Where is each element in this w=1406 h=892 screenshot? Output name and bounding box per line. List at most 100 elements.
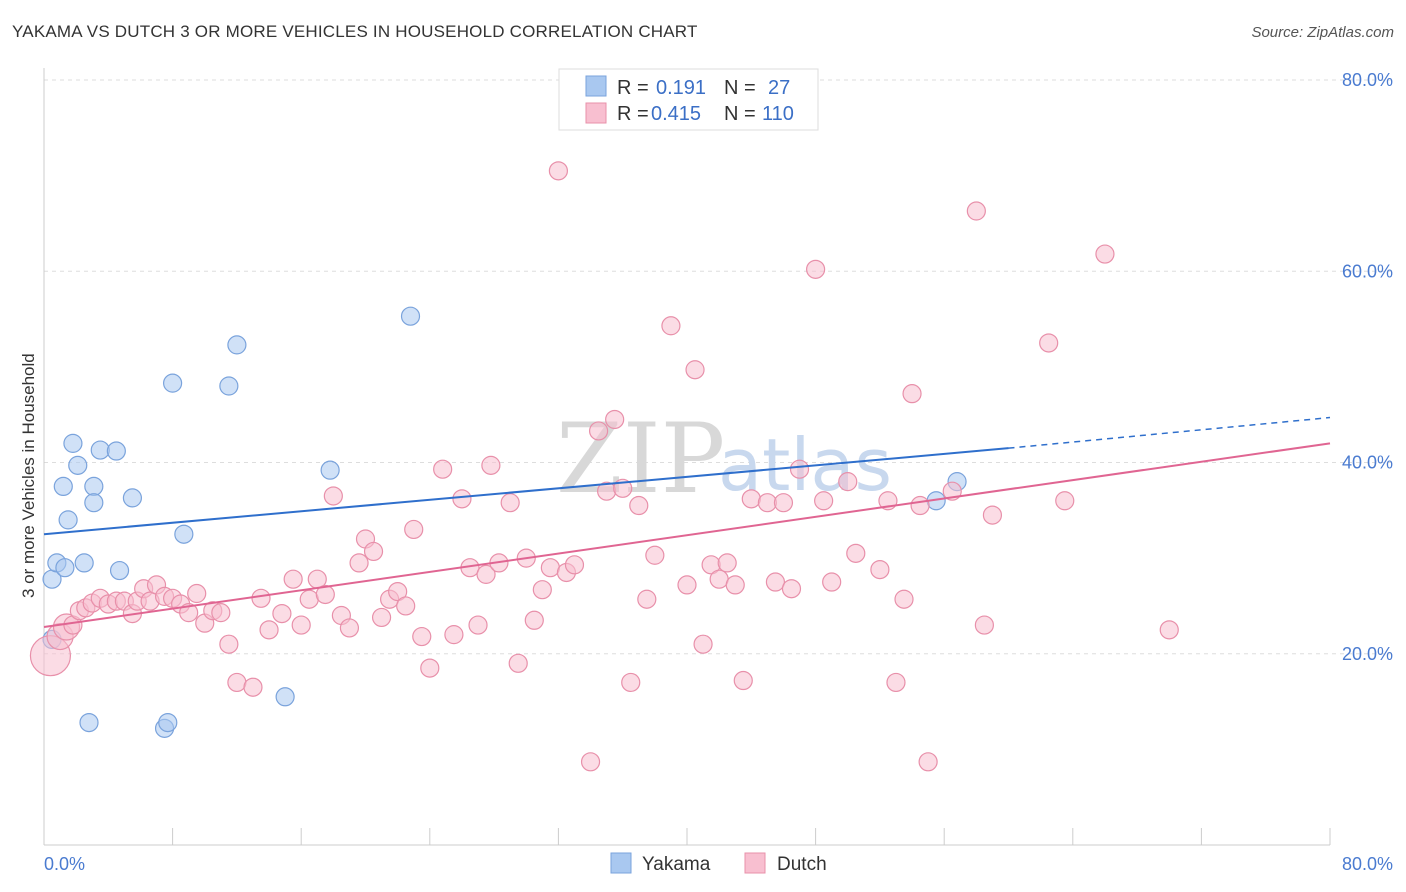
point-dutch bbox=[588, 421, 609, 441]
point-dutch bbox=[412, 626, 432, 647]
point-dutch bbox=[179, 603, 199, 623]
point-dutch bbox=[243, 677, 263, 697]
point-dutch bbox=[548, 161, 569, 181]
point-dutch bbox=[272, 603, 292, 624]
point-yakama bbox=[122, 488, 143, 508]
point-dutch bbox=[291, 615, 311, 635]
point-dutch bbox=[645, 545, 665, 565]
legend-r-value: 0.191 bbox=[656, 77, 706, 99]
point-dutch bbox=[870, 559, 890, 580]
point-yakama bbox=[109, 560, 130, 581]
point-dutch bbox=[621, 672, 641, 693]
point-yakama bbox=[158, 712, 178, 733]
point-dutch bbox=[773, 493, 794, 513]
y-tick-label: 40.0% bbox=[1342, 453, 1393, 473]
point-dutch bbox=[918, 752, 938, 772]
point-yakama bbox=[53, 476, 73, 497]
point-dutch bbox=[846, 543, 866, 563]
point-yakama bbox=[84, 493, 104, 513]
point-dutch bbox=[910, 495, 930, 516]
point-yakama bbox=[275, 687, 295, 707]
legend-n-label: N = bbox=[724, 77, 756, 99]
bottom-legend: Yakama Dutch bbox=[610, 852, 827, 875]
point-dutch bbox=[363, 541, 384, 562]
point-dutch bbox=[404, 519, 424, 540]
point-dutch bbox=[717, 553, 737, 573]
legend-r-label: R = bbox=[617, 103, 649, 125]
point-dutch bbox=[500, 493, 520, 513]
x-tick-label: 0.0% bbox=[44, 854, 85, 874]
y-axis-title: 3 or more Vehicles in Household bbox=[19, 353, 38, 598]
point-yakama bbox=[79, 712, 99, 733]
point-yakama bbox=[174, 524, 194, 544]
point-dutch bbox=[725, 575, 745, 595]
point-dutch bbox=[661, 316, 681, 336]
point-yakama bbox=[63, 433, 83, 453]
source-credit: Source: ZipAtlas.com bbox=[1251, 24, 1394, 41]
point-dutch bbox=[476, 564, 496, 584]
y-tick-label: 20.0% bbox=[1342, 644, 1393, 664]
legend: R = 0.191 N = 27 R = 0.415 N = 110 bbox=[558, 68, 819, 131]
axes: 20.0% 40.0% 60.0% 80.0% 0.0% 80.0% 3 or more V… bbox=[19, 68, 1393, 874]
point-dutch bbox=[468, 615, 488, 635]
point-dutch bbox=[433, 459, 453, 479]
point-dutch bbox=[822, 572, 842, 592]
point-dutch bbox=[741, 489, 761, 509]
point-dutch bbox=[677, 575, 697, 595]
point-yakama bbox=[320, 460, 340, 480]
legend-swatch-yakama bbox=[585, 75, 607, 97]
legend-r-label: R = bbox=[617, 77, 649, 99]
point-dutch bbox=[1039, 333, 1059, 353]
point-dutch bbox=[838, 472, 858, 492]
point-dutch bbox=[966, 201, 986, 221]
point-dutch bbox=[339, 618, 360, 638]
y-tick-label: 60.0% bbox=[1342, 261, 1393, 281]
point-dutch bbox=[532, 580, 552, 600]
point-yakama bbox=[106, 441, 126, 461]
point-dutch bbox=[1159, 620, 1179, 640]
point-dutch bbox=[1055, 491, 1075, 511]
point-dutch bbox=[349, 553, 369, 573]
point-yakama bbox=[84, 476, 104, 497]
point-dutch bbox=[1095, 244, 1115, 264]
point-dutch bbox=[580, 752, 601, 772]
point-dutch bbox=[371, 607, 392, 628]
point-yakama bbox=[219, 376, 239, 396]
x-tick-label: 80.0% bbox=[1342, 854, 1393, 874]
bottom-legend-label-yakama: Yakama bbox=[642, 854, 711, 875]
point-yakama bbox=[55, 558, 75, 578]
trend-line-dutch bbox=[43, 442, 1331, 628]
point-dutch bbox=[765, 572, 786, 592]
point-dutch bbox=[982, 505, 1003, 525]
point-dutch bbox=[886, 672, 906, 693]
point-dutch bbox=[452, 489, 472, 509]
point-dutch bbox=[709, 569, 729, 589]
point-yakama bbox=[227, 335, 247, 355]
point-dutch bbox=[733, 670, 753, 691]
point-dutch bbox=[444, 625, 464, 645]
point-dutch bbox=[388, 581, 408, 602]
point-dutch bbox=[219, 634, 239, 654]
point-dutch bbox=[894, 589, 914, 609]
legend-n-value: 110 bbox=[762, 103, 794, 125]
point-dutch bbox=[902, 384, 922, 404]
point-dutch bbox=[187, 583, 207, 604]
point-dutch bbox=[629, 495, 649, 516]
point-yakama bbox=[74, 553, 94, 573]
point-dutch bbox=[814, 491, 834, 511]
point-dutch bbox=[637, 589, 657, 609]
bottom-legend-swatch-dutch bbox=[744, 852, 766, 874]
point-yakama bbox=[68, 455, 88, 475]
point-dutch bbox=[564, 555, 585, 575]
point-dutch bbox=[420, 658, 440, 678]
point-yakama bbox=[90, 440, 110, 460]
point-dutch bbox=[396, 596, 416, 616]
y-tick-label: 80.0% bbox=[1342, 70, 1393, 90]
trend-line-extension-yakama bbox=[1008, 416, 1331, 449]
chart-title: YAKAMA VS DUTCH 3 OR MORE VEHICLES IN HO… bbox=[12, 22, 698, 41]
point-dutch bbox=[605, 409, 625, 430]
legend-r-value: 0.415 bbox=[651, 103, 701, 125]
point-dutch bbox=[508, 653, 528, 673]
point-dutch bbox=[227, 672, 247, 693]
